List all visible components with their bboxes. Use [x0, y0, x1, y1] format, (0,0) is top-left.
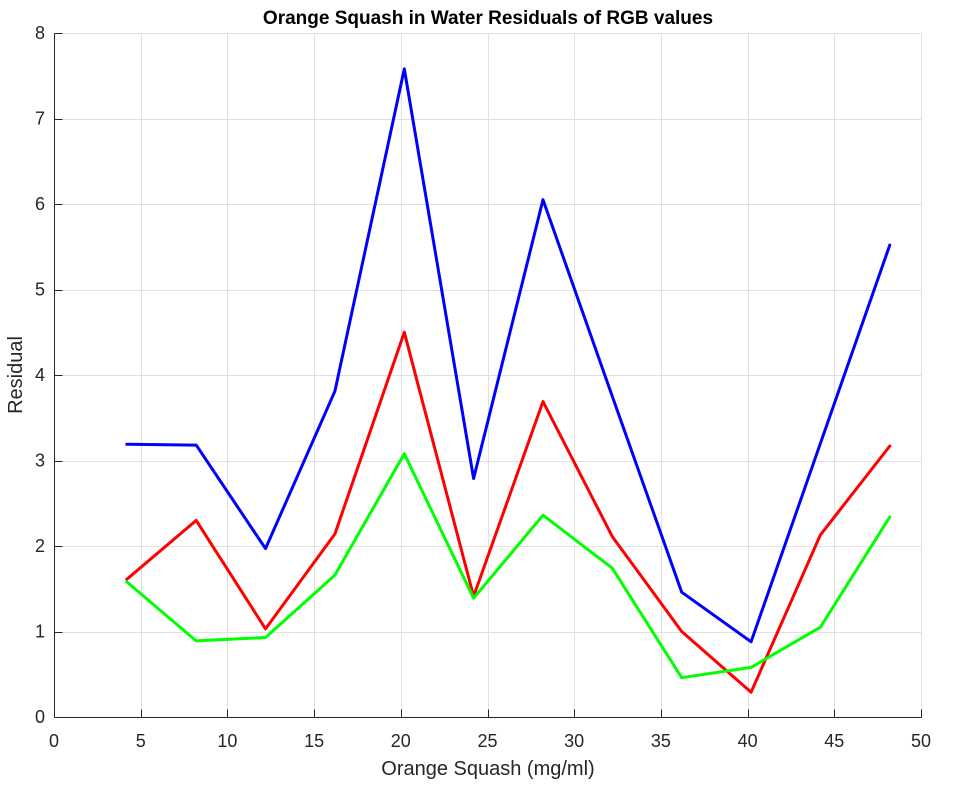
y-tick-label: 4: [35, 365, 45, 385]
y-tick-label: 5: [35, 280, 45, 300]
y-tick-label: 7: [35, 109, 45, 129]
chart-title: Orange Squash in Water Residuals of RGB …: [263, 8, 713, 29]
x-tick-label: 5: [136, 731, 146, 751]
y-tick-label: 3: [35, 451, 45, 471]
x-tick-label: 30: [564, 731, 584, 751]
y-axis-label: Residual: [5, 336, 27, 414]
y-tick-label: 6: [35, 194, 45, 214]
x-tick-label: 40: [738, 731, 758, 751]
series-line-blue: [125, 67, 892, 644]
x-tick-label: 50: [911, 731, 931, 751]
series-line-red: [125, 330, 892, 694]
series-lines: [125, 67, 892, 694]
x-tick-label: 10: [217, 731, 237, 751]
series-line-green: [125, 452, 892, 680]
y-tick-label: 8: [35, 23, 45, 43]
y-tick-label: 2: [35, 536, 45, 556]
x-axis-label: Orange Squash (mg/ml): [381, 758, 594, 780]
x-tick-label: 0: [49, 731, 59, 751]
x-tick-label: 15: [304, 731, 324, 751]
x-tick-label: 35: [651, 731, 671, 751]
x-tick-label: 20: [391, 731, 411, 751]
x-tick-label: 45: [824, 731, 844, 751]
y-tick-label: 1: [35, 622, 45, 642]
x-tick-label: 25: [477, 731, 497, 751]
y-tick-label: 0: [35, 707, 45, 727]
axes: [54, 33, 922, 718]
